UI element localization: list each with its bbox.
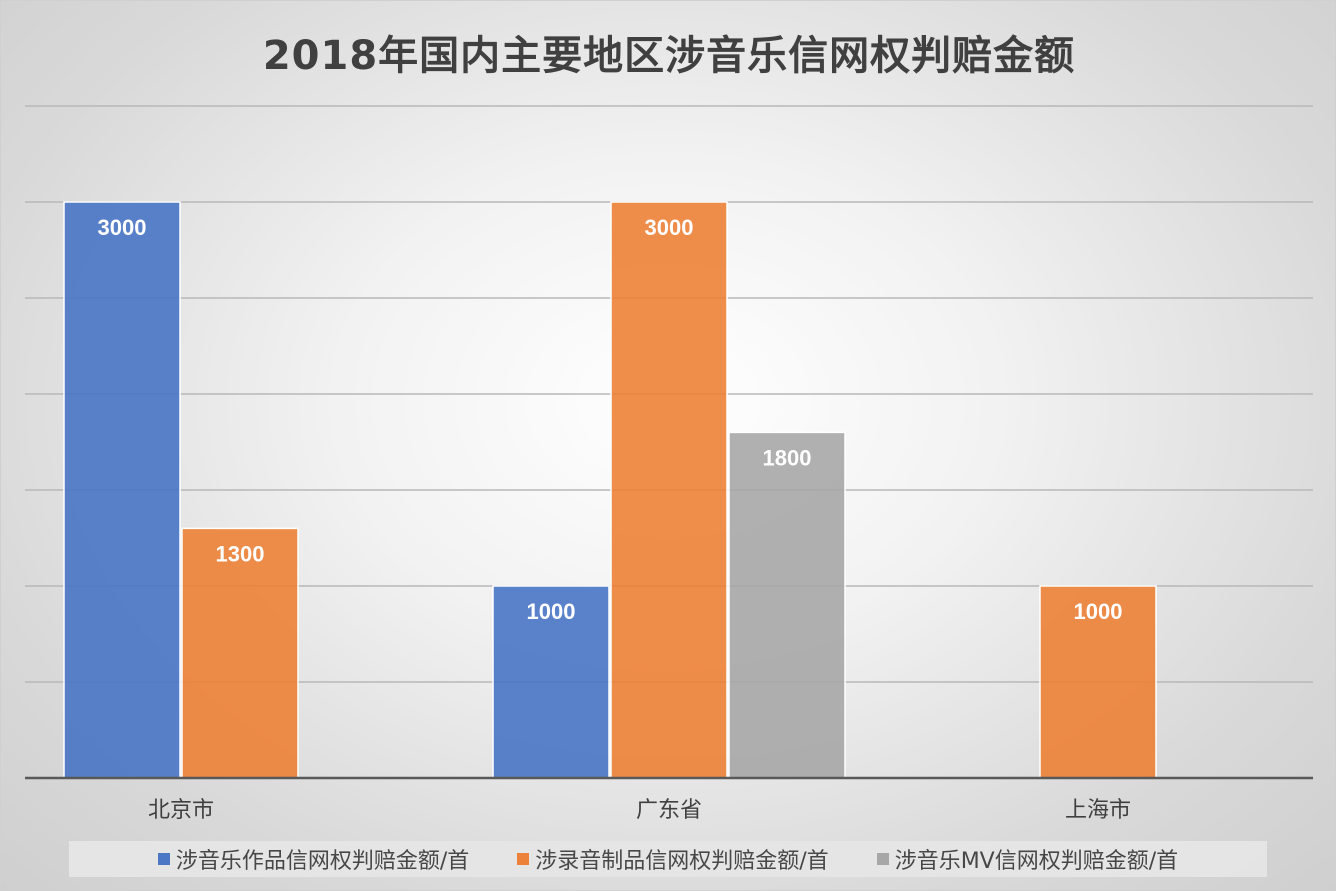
bar-0-0 — [63, 201, 181, 779]
bar-2-1 — [1039, 585, 1157, 779]
legend-swatch-0 — [157, 853, 170, 865]
bar-1-2 — [728, 431, 846, 779]
legend: 涉音乐作品信网权判赔金额/首 涉录音制品信网权判赔金额/首 涉音乐MV信网权判赔金额… — [69, 841, 1267, 877]
chart-title: 2018年国内主要地区涉音乐信网权判赔金额 — [262, 33, 1076, 79]
bar-0-1 — [181, 527, 299, 779]
legend-swatch-1 — [517, 853, 530, 865]
data-labels: 3000 1300 1000 3000 1800 1000 — [98, 215, 1123, 624]
data-label-2-1: 1000 — [1074, 599, 1123, 624]
legend-swatch-2 — [876, 853, 889, 865]
x-tick-labels: 北京市 广东省 上海市 — [148, 798, 1131, 823]
data-label-0-1: 1300 — [216, 541, 265, 566]
data-label-1-2: 1800 — [763, 445, 812, 470]
x-tick-label-1: 广东省 — [636, 798, 702, 823]
data-label-0-0: 3000 — [98, 215, 147, 240]
data-label-1-0: 1000 — [527, 599, 576, 624]
legend-item-0: 涉音乐作品信网权判赔金额/首 — [157, 843, 470, 875]
legend-label-0: 涉音乐作品信网权判赔金额/首 — [175, 849, 470, 874]
data-label-1-1: 3000 — [645, 215, 694, 240]
legend-label-1: 涉录音制品信网权判赔金额/首 — [535, 849, 829, 874]
legend-item-2: 涉音乐MV信网权判赔金额/首 — [876, 843, 1179, 875]
bar-1-1 — [610, 201, 728, 779]
x-tick-label-0: 北京市 — [148, 798, 214, 823]
legend-label-2: 涉音乐MV信网权判赔金额/首 — [894, 849, 1179, 874]
legend-item-1: 涉录音制品信网权判赔金额/首 — [517, 843, 829, 875]
x-tick-label-2: 上海市 — [1065, 798, 1131, 823]
